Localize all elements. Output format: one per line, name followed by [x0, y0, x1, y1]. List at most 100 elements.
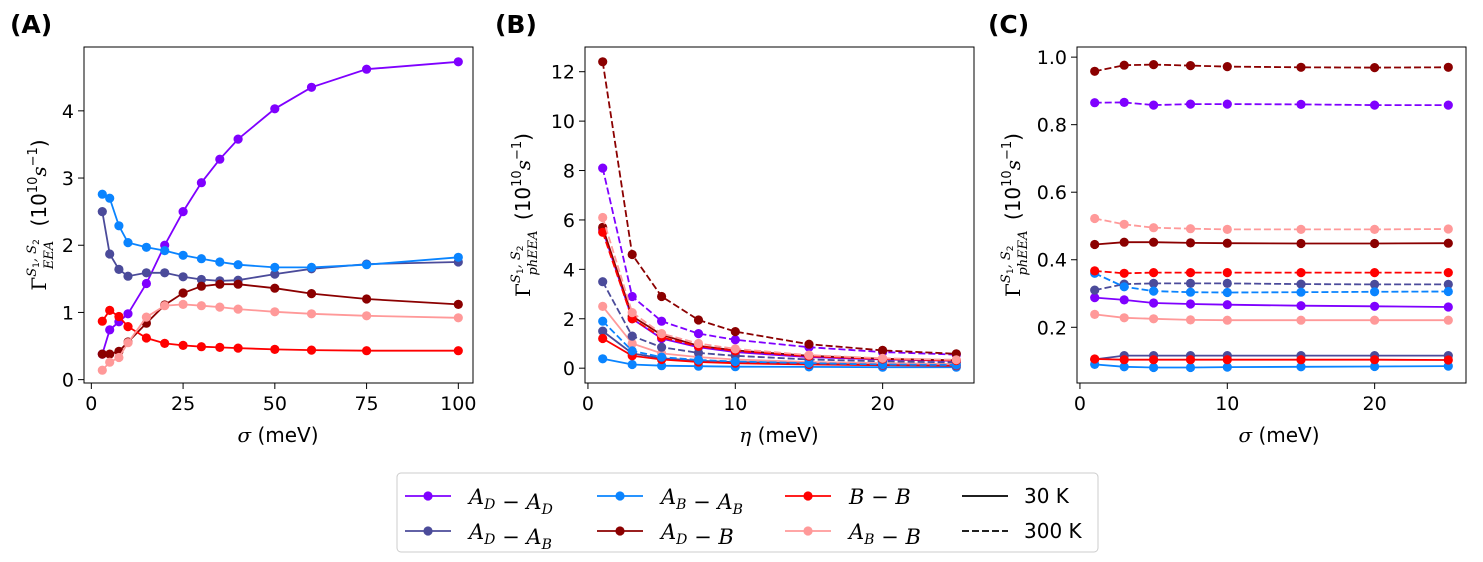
data-point: [1296, 238, 1306, 249]
panel-c-ylabel: ΓS1, S2phEEA (1010s−1): [999, 133, 1031, 297]
data-point: [97, 349, 107, 359]
data-point: [215, 302, 225, 312]
data-point: [123, 238, 133, 248]
panel-c-label: (C): [988, 10, 1029, 39]
data-point: [657, 291, 667, 302]
data-point: [453, 252, 463, 262]
legend-entry-30k: 30 K: [962, 484, 1070, 508]
data-point: [196, 301, 206, 311]
data-point: [270, 344, 280, 354]
legend-label: 300 K: [1024, 519, 1083, 543]
legend-entry-ad-ab: AD − AB: [405, 520, 552, 553]
data-point: [598, 333, 608, 344]
data-point: [657, 329, 667, 339]
legend-entry-ab-ab: AB − AB: [597, 485, 743, 518]
data-point: [1119, 237, 1129, 247]
data-point: [97, 189, 107, 199]
x-tick-label: 50: [263, 393, 287, 415]
data-point: [178, 299, 188, 309]
data-point: [1149, 237, 1159, 247]
data-point: [627, 331, 637, 341]
data-point: [598, 301, 608, 311]
y-tick-label: 1.0: [1037, 47, 1067, 69]
data-point: [306, 345, 317, 355]
y-tick-label: 0.6: [1037, 182, 1067, 204]
data-point: [1185, 224, 1196, 234]
data-point: [804, 350, 814, 360]
data-point: [1443, 224, 1453, 234]
y-tick-label: 0.2: [1037, 317, 1067, 339]
series-line-ad-ad-dashed: [601, 167, 957, 356]
data-point: [233, 279, 243, 289]
data-point: [1149, 355, 1159, 365]
data-point: [627, 338, 637, 349]
data-point: [1185, 278, 1196, 288]
y-tick-label: 4: [563, 259, 575, 281]
y-tick-label: 2: [563, 309, 575, 331]
legend-frame: [396, 472, 1099, 553]
data-point: [97, 316, 107, 326]
legend-label: AB − AB: [659, 485, 743, 518]
data-point: [362, 346, 372, 356]
panel-c: (C) 0 10 20 0.2 0.4 0.6 0.8 1.0 σ (meV) ΓS1, S2…: [988, 10, 1467, 447]
data-point: [1119, 219, 1129, 229]
data-point: [1443, 268, 1453, 278]
data-point: [730, 335, 740, 345]
data-point: [1090, 309, 1100, 319]
panel-c-ticks: 0 10 20 0.2 0.4 0.6 0.8 1.0: [1037, 47, 1387, 415]
legend-marker: [803, 526, 813, 536]
data-point: [1370, 287, 1380, 297]
data-point: [1090, 293, 1100, 303]
data-point: [1222, 315, 1232, 325]
y-tick-label: 10: [551, 111, 575, 133]
data-point: [627, 249, 637, 260]
series-line-b-b-solid: [1094, 358, 1449, 361]
data-point: [114, 352, 124, 363]
data-point: [270, 262, 280, 272]
data-point: [1370, 268, 1380, 278]
data-point: [598, 354, 608, 364]
data-point: [1119, 313, 1129, 323]
data-point: [1443, 355, 1453, 365]
panel-b-ticks: 0 10 20 0 2 4 6 8 10 12: [551, 62, 895, 415]
data-point: [196, 281, 206, 291]
series-line-ad-b-solid: [1094, 241, 1449, 246]
legend-label: AD − AD: [467, 485, 553, 518]
series-line-ad-b-dashed: [601, 61, 957, 355]
legend-label: B − B: [848, 485, 911, 509]
series-line-ad-ad-dashed: [1094, 101, 1449, 107]
data-point: [1222, 362, 1232, 372]
legend-marker: [615, 491, 625, 501]
data-point: [178, 288, 188, 298]
data-point: [1119, 268, 1129, 278]
data-point: [1443, 279, 1453, 289]
data-point: [178, 340, 188, 350]
series-line-ab-ab-solid: [101, 193, 459, 269]
data-point: [362, 294, 372, 304]
data-point: [453, 57, 463, 67]
data-point: [951, 355, 961, 365]
series-line-ad-b-solid: [601, 227, 957, 362]
data-point: [1296, 279, 1306, 289]
data-point: [1119, 97, 1129, 107]
legend-marker: [423, 491, 433, 501]
y-tick-label: 0.4: [1037, 250, 1067, 272]
data-point: [270, 104, 280, 114]
data-point: [97, 207, 107, 217]
panel-b-xlabel: η (meV): [739, 423, 818, 447]
data-point: [141, 242, 151, 252]
data-point: [178, 207, 188, 217]
data-point: [1090, 266, 1100, 276]
panel-b-series: [598, 57, 961, 372]
x-tick-label: 25: [171, 393, 195, 415]
data-point: [598, 326, 608, 336]
data-point: [1185, 299, 1196, 309]
data-point: [1185, 238, 1196, 248]
data-point: [1149, 314, 1159, 324]
data-point: [1119, 362, 1129, 372]
panel-c-xlabel: σ (meV): [1238, 423, 1319, 447]
data-point: [215, 342, 225, 352]
series-line-ab-ab-solid: [1094, 363, 1449, 369]
